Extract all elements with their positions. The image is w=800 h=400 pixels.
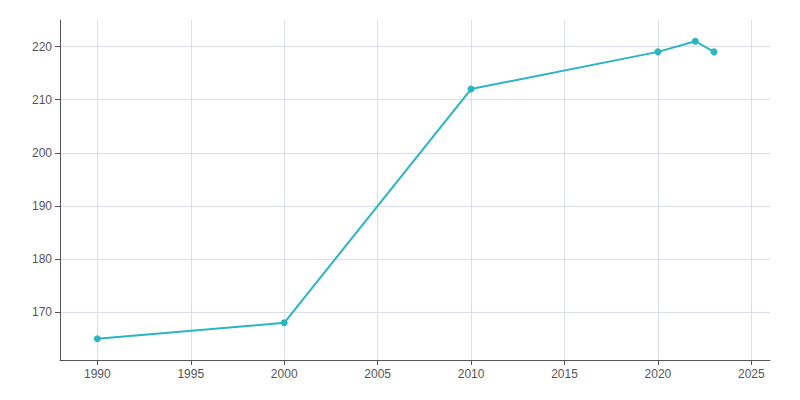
svg-text:1990: 1990 [84, 367, 111, 381]
svg-text:170: 170 [32, 305, 52, 319]
svg-text:2005: 2005 [364, 367, 391, 381]
svg-text:2025: 2025 [738, 367, 765, 381]
svg-text:210: 210 [32, 93, 52, 107]
svg-text:2020: 2020 [645, 367, 672, 381]
svg-text:200: 200 [32, 146, 52, 160]
svg-text:180: 180 [32, 252, 52, 266]
svg-text:190: 190 [32, 199, 52, 213]
svg-text:1995: 1995 [177, 367, 204, 381]
svg-text:2000: 2000 [271, 367, 298, 381]
svg-text:2010: 2010 [458, 367, 485, 381]
svg-text:2015: 2015 [551, 367, 578, 381]
svg-text:220: 220 [32, 40, 52, 54]
